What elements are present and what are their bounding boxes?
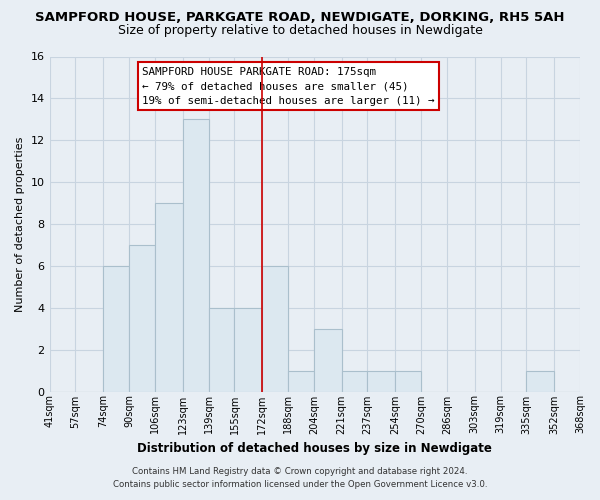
Bar [526,370,554,392]
Bar [182,120,209,392]
Bar [129,245,155,392]
X-axis label: Distribution of detached houses by size in Newdigate: Distribution of detached houses by size … [137,442,492,455]
Bar [235,308,262,392]
Bar [367,370,395,392]
Bar [314,328,341,392]
Bar [341,370,367,392]
Bar [103,266,129,392]
Bar [288,370,314,392]
Bar [395,370,421,392]
Text: Size of property relative to detached houses in Newdigate: Size of property relative to detached ho… [118,24,482,37]
Y-axis label: Number of detached properties: Number of detached properties [15,136,25,312]
Bar [262,266,288,392]
Text: SAMPFORD HOUSE, PARKGATE ROAD, NEWDIGATE, DORKING, RH5 5AH: SAMPFORD HOUSE, PARKGATE ROAD, NEWDIGATE… [35,11,565,24]
Bar [209,308,235,392]
Text: Contains HM Land Registry data © Crown copyright and database right 2024.
Contai: Contains HM Land Registry data © Crown c… [113,468,487,489]
Text: SAMPFORD HOUSE PARKGATE ROAD: 175sqm
← 79% of detached houses are smaller (45)
1: SAMPFORD HOUSE PARKGATE ROAD: 175sqm ← 7… [142,66,435,106]
Bar [155,203,182,392]
